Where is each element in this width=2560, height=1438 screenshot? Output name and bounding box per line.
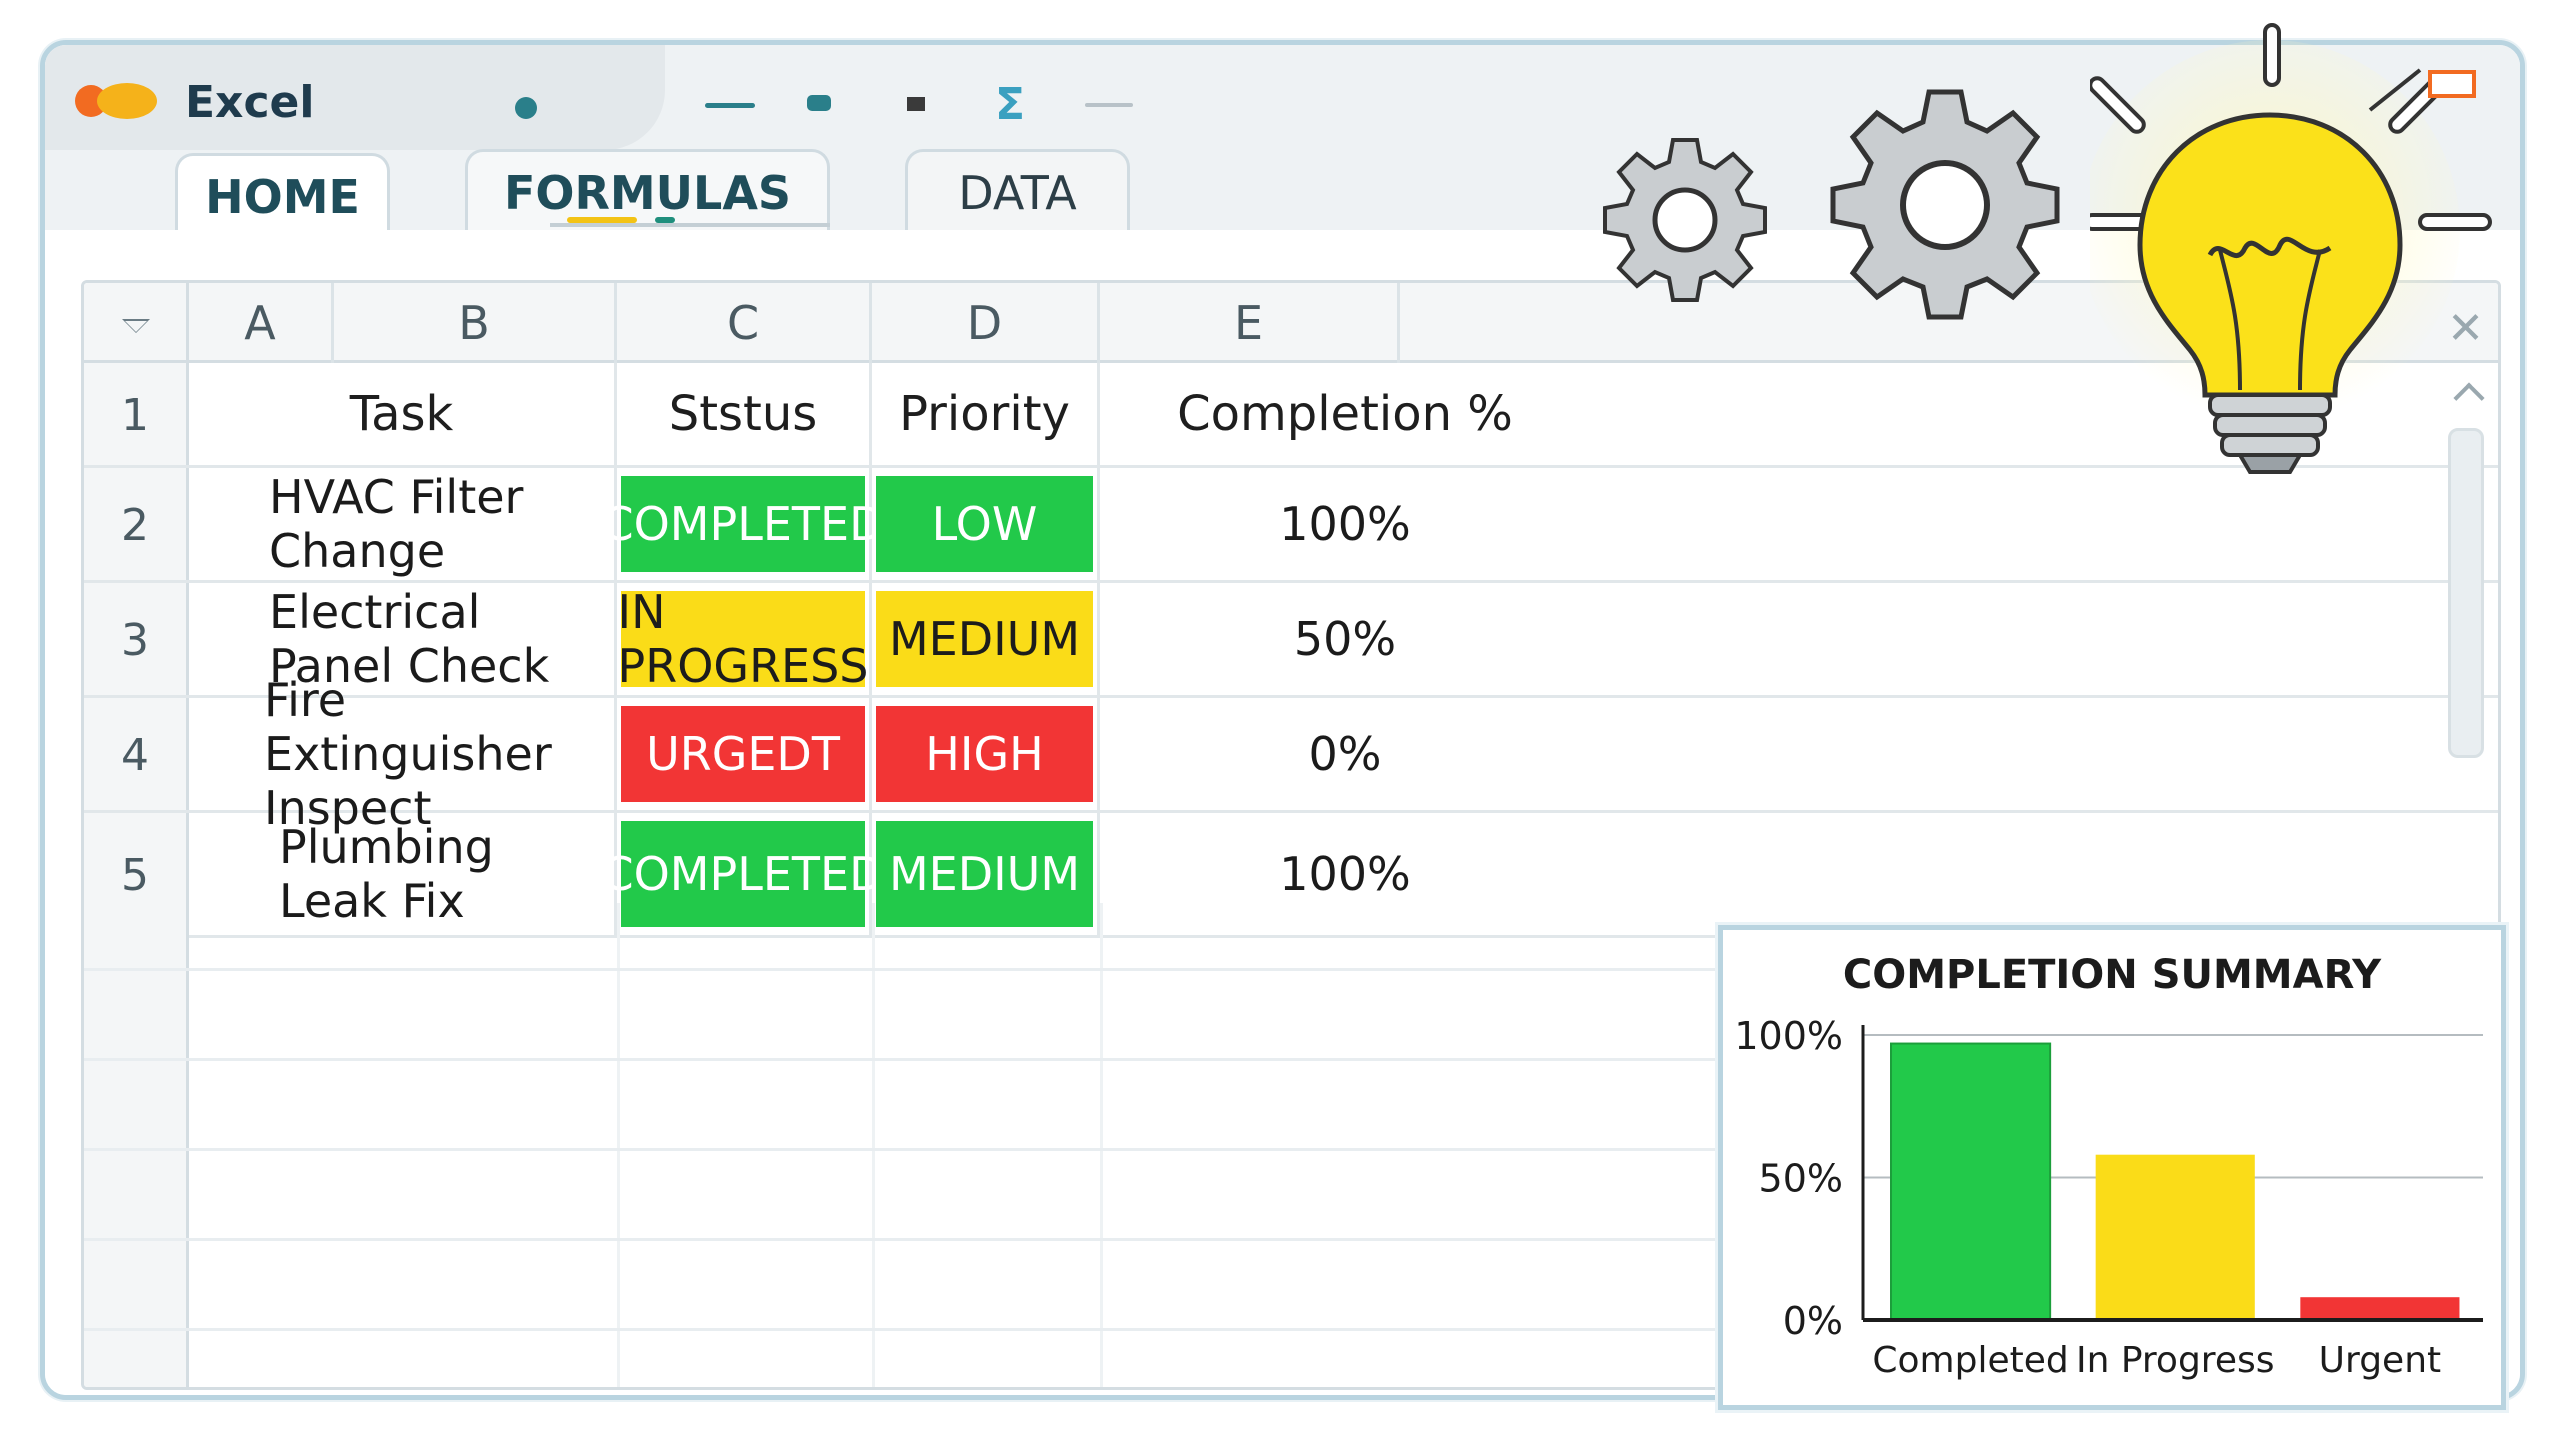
title-bar: Excel Σ HOME FORMULAS DATA — [45, 45, 2520, 235]
completion-summary-chart: COMPLETION SUMMARY 0% 50% 100% Completed In … — [1718, 925, 2506, 1410]
cell-task[interactable]: Electrical Panel Check — [189, 583, 617, 695]
cell-status[interactable]: COMPLETED — [601, 468, 885, 580]
chart-plot: 0% 50% 100% Completed In Progress Urgent — [1734, 1014, 2483, 1381]
cell-task[interactable]: HVAC Filter Change — [189, 468, 617, 580]
empty-row — [84, 1238, 2498, 1241]
chart-bar-completed — [1890, 1042, 2052, 1322]
app-tab: Excel — [45, 45, 665, 150]
dash-icon[interactable] — [1085, 85, 1135, 125]
gear-icon — [1603, 138, 1767, 302]
priority-badge: MEDIUM — [876, 591, 1093, 687]
pill-icon[interactable] — [807, 85, 831, 125]
minimize-icon[interactable] — [705, 85, 755, 125]
app-name: Excel — [185, 77, 315, 128]
row-number[interactable]: 4 — [84, 698, 189, 810]
empty-row — [84, 968, 2498, 971]
cell-priority[interactable]: LOW — [872, 468, 1100, 580]
chart-y-tick-label: 0% — [1783, 1299, 1843, 1343]
scrollbar-thumb[interactable] — [2448, 428, 2484, 758]
status-badge: COMPLETED — [601, 821, 885, 927]
chart-x-tick-label: Completed — [1872, 1340, 2068, 1381]
table-row: 4 Fire Extinguisher Inspect URGEDT HIGH … — [84, 673, 2498, 835]
chart-bar-urgent — [2300, 1297, 2460, 1320]
chart-x-tick-label: In Progress — [2076, 1340, 2275, 1381]
chart-y-tick-label: 100% — [1734, 1014, 1843, 1058]
lightbulb-icon — [2090, 23, 2492, 474]
gridline — [617, 903, 620, 1387]
cell-priority[interactable]: MEDIUM — [872, 813, 1100, 935]
record-dot-icon[interactable] — [515, 97, 537, 119]
col-header-b[interactable]: B — [334, 283, 617, 363]
priority-badge: HIGH — [876, 706, 1093, 802]
cell-completion[interactable]: 0% — [1308, 727, 1382, 781]
tab-home[interactable]: HOME — [175, 153, 390, 235]
table-row: 2 HVAC Filter Change COMPLETED LOW 100% — [84, 468, 2498, 583]
cell-completion[interactable]: 100% — [1279, 847, 1411, 901]
table-row: 5 Plumbing Leak Fix COMPLETED MEDIUM 100… — [84, 813, 2498, 938]
empty-row-numbers — [84, 903, 189, 1387]
col-header-d[interactable]: D — [872, 283, 1100, 363]
gridline — [872, 903, 875, 1387]
chart-x-tick-label: Urgent — [2319, 1340, 2441, 1381]
formulas-indicator-teal — [655, 217, 675, 223]
gear-icon — [1830, 89, 2060, 320]
header-priority[interactable]: Priority — [872, 363, 1100, 465]
status-badge: IN PROGRESS — [617, 585, 869, 693]
pencil-icon — [2368, 68, 2476, 112]
spreadsheet: A B C D E 1 Task Ststus Priority Complet… — [81, 280, 2501, 1390]
cell-priority[interactable]: MEDIUM — [872, 583, 1100, 695]
cell-task[interactable]: Fire Extinguisher Inspect — [189, 673, 617, 835]
chart-title: COMPLETION SUMMARY — [1842, 952, 2382, 998]
cell-priority[interactable]: HIGH — [872, 698, 1100, 810]
row-number[interactable]: 1 — [84, 363, 189, 465]
table-header-row: 1 Task Ststus Priority Completion % — [84, 363, 2498, 468]
cell-task[interactable]: Plumbing Leak Fix — [189, 813, 617, 935]
cell-status[interactable]: IN PROGRESS — [617, 583, 872, 695]
table-row: 3 Electrical Panel Check IN PROGRESS MED… — [84, 583, 2498, 698]
cell-status[interactable]: URGEDT — [617, 698, 872, 810]
chart-bar-in-progress — [2095, 1154, 2255, 1320]
tab-data[interactable]: DATA — [905, 149, 1130, 231]
header-status[interactable]: Ststus — [617, 363, 872, 465]
cell-completion[interactable]: 50% — [1293, 612, 1397, 666]
col-header-c[interactable]: C — [617, 283, 872, 363]
chart-y-tick-label: 50% — [1759, 1157, 1843, 1201]
header-task[interactable]: Task — [189, 363, 617, 465]
grid-area: A B C D E 1 Task Ststus Priority Complet… — [45, 230, 2520, 1395]
cell-status[interactable]: COMPLETED — [601, 813, 885, 935]
close-icon[interactable]: ✕ — [2447, 303, 2484, 354]
empty-row — [84, 1328, 2498, 1331]
stop-icon[interactable] — [907, 85, 927, 125]
formulas-indicator-yellow — [567, 217, 637, 223]
gridline — [1100, 903, 1103, 1387]
row-number[interactable]: 2 — [84, 468, 189, 580]
tab-formulas[interactable]: FORMULAS — [465, 149, 830, 231]
col-header-e[interactable]: E — [1100, 283, 1400, 363]
empty-row — [84, 1148, 2498, 1151]
header-completion[interactable]: Completion % — [1177, 386, 1513, 442]
formulas-underline — [550, 223, 830, 227]
select-all-corner[interactable] — [84, 283, 189, 363]
priority-badge: MEDIUM — [876, 821, 1093, 927]
col-header-a[interactable]: A — [189, 283, 334, 363]
excel-logo-icon — [75, 83, 165, 119]
cell-completion[interactable]: 100% — [1279, 497, 1411, 551]
row-number[interactable]: 3 — [84, 583, 189, 695]
status-badge: URGEDT — [621, 706, 865, 802]
priority-badge: LOW — [876, 476, 1093, 572]
empty-row — [84, 1058, 2498, 1061]
status-badge: COMPLETED — [601, 476, 885, 572]
formula-icon[interactable]: Σ — [995, 79, 1026, 130]
